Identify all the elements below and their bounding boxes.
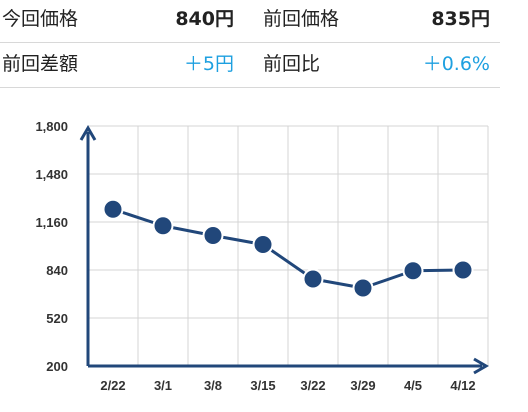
diff-value: ＋5円	[183, 53, 234, 75]
x-tick-label: 3/1	[154, 378, 172, 393]
data-point	[302, 268, 324, 290]
ratio-label: 前回比	[263, 53, 321, 75]
data-point	[252, 234, 274, 255]
x-tick-label: 3/15	[250, 378, 275, 393]
y-tick-label: 1,800	[35, 119, 68, 134]
x-tick-label: 3/8	[204, 378, 222, 393]
data-point	[152, 215, 174, 237]
summary-row-prices: 今回価格 840円 前回価格 835円	[0, 0, 500, 43]
x-tick-label: 4/12	[450, 378, 475, 393]
price-line-chart: 1,800 1,480 1,160 840 520 200 2/22 3/1 3/8 3/15 3…	[35, 119, 489, 393]
price-series	[102, 198, 474, 299]
diff-label: 前回差額	[2, 53, 79, 75]
x-tick-label: 4/5	[404, 378, 422, 393]
x-tick-label: 2/22	[100, 378, 125, 393]
data-point	[352, 277, 374, 299]
current-price-label: 今回価格	[2, 8, 79, 30]
x-tick-label: 3/29	[350, 378, 375, 393]
data-point	[452, 259, 474, 281]
summary-row-changes: 前回差額 ＋5円 前回比 ＋0.6%	[0, 45, 500, 88]
current-price-value: 840円	[175, 8, 234, 30]
y-tick-label: 200	[46, 359, 68, 374]
previous-price-value: 835円	[431, 8, 490, 30]
data-point	[402, 260, 424, 282]
price-summary: 今回価格 840円 前回価格 835円 前回差額 ＋5円 前回比 ＋0.6%	[0, 0, 528, 90]
data-point	[202, 225, 224, 246]
x-axis-arrow	[473, 357, 489, 375]
ratio-value: ＋0.6%	[422, 53, 490, 75]
y-tick-label: 520	[46, 311, 68, 326]
y-tick-label: 840	[46, 263, 68, 278]
y-tick-labels: 1,800 1,480 1,160 840 520 200	[35, 119, 68, 374]
x-tick-labels: 2/22 3/1 3/8 3/15 3/22 3/29 4/5 4/12	[100, 378, 475, 393]
data-point	[102, 198, 124, 220]
grid	[88, 125, 489, 366]
x-tick-label: 3/22	[300, 378, 325, 393]
y-tick-label: 1,480	[35, 167, 68, 182]
previous-price-label: 前回価格	[263, 8, 340, 30]
y-tick-label: 1,160	[35, 215, 68, 230]
axes	[79, 125, 489, 375]
y-axis-arrow	[79, 125, 97, 141]
